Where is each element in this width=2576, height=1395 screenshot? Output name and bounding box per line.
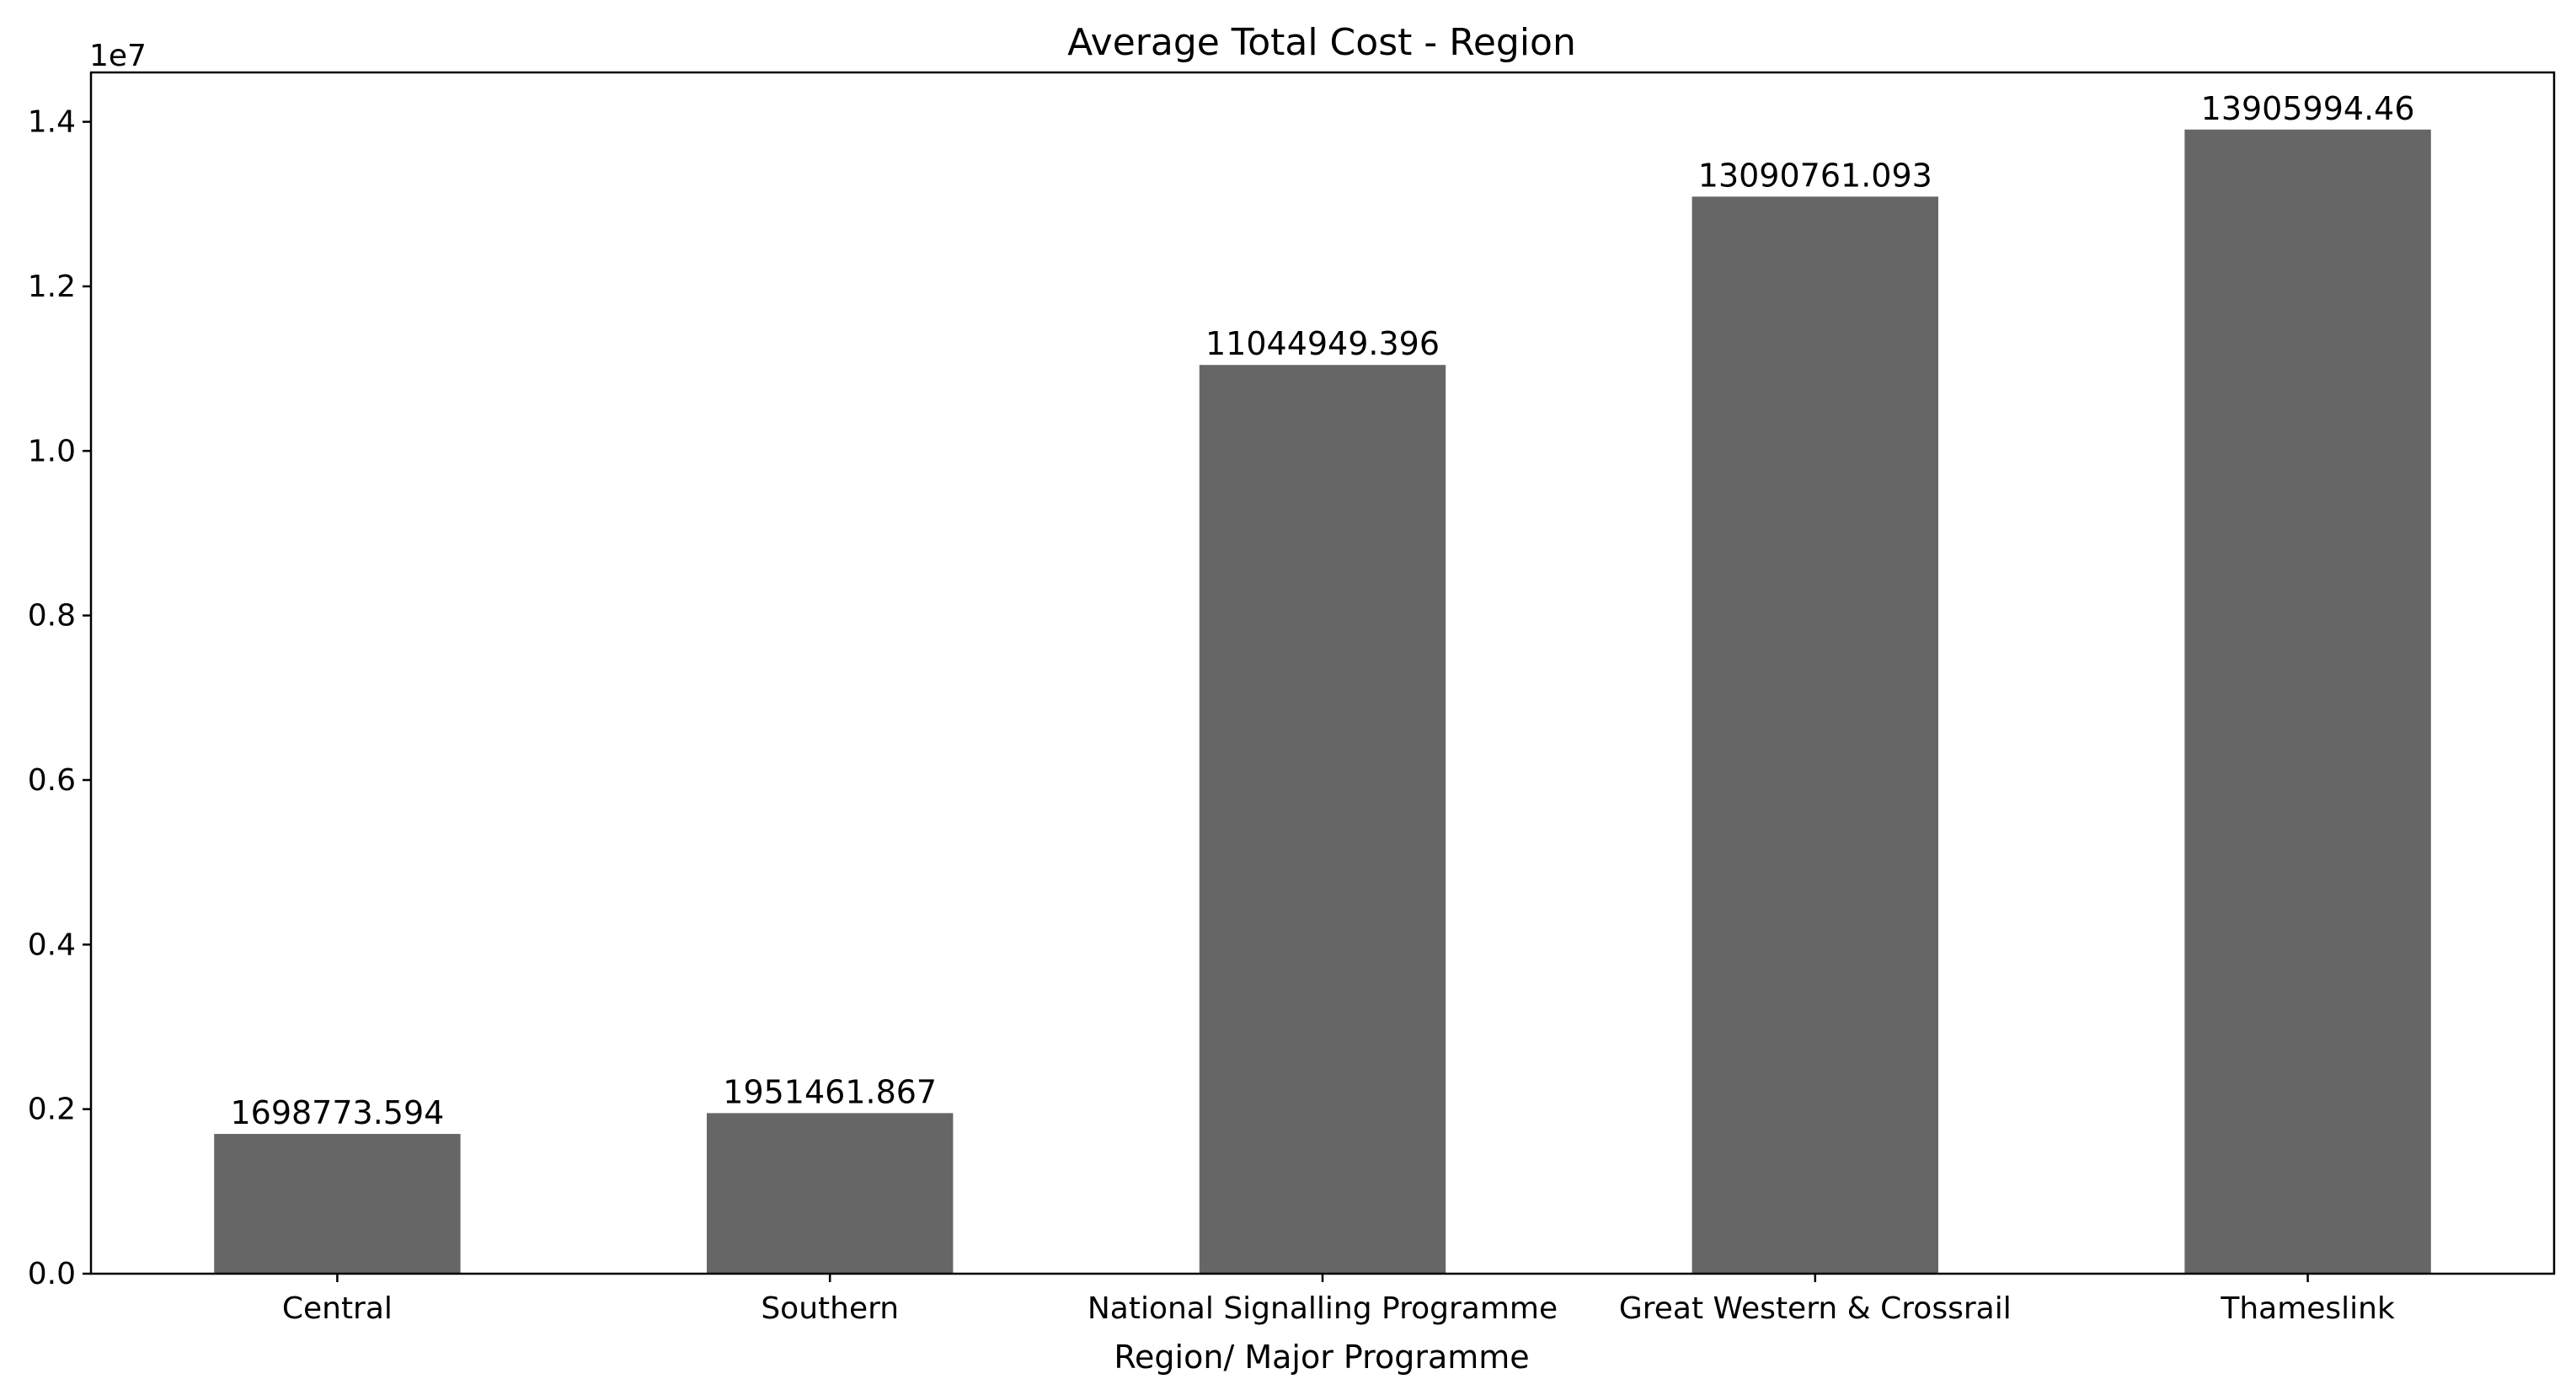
- bar-national-signalling-programme: [1199, 365, 1446, 1274]
- y-tick-label-7: 1.4: [28, 105, 76, 140]
- y-tick-label-1: 0.2: [28, 1093, 76, 1127]
- y-tick-label-5: 1.0: [28, 434, 76, 468]
- y-tick-label-3: 0.6: [28, 763, 76, 798]
- bars-group: [214, 129, 2431, 1275]
- y-axis-offset-label: 1e7: [89, 39, 147, 73]
- bar-value-label-national-signalling-programme: 11044949.396: [1205, 325, 1440, 362]
- y-tick-label-6: 1.2: [28, 270, 76, 304]
- bar-value-label-great-western-crossrail: 13090761.093: [1698, 157, 1932, 194]
- bar-great-western-crossrail: [1692, 196, 1938, 1275]
- x-tick-label-thameslink: Thameslink: [2220, 1291, 2395, 1326]
- bar-southern: [707, 1113, 954, 1274]
- y-tick-label-2: 0.4: [28, 927, 76, 962]
- x-tick-label-national-signalling-programme: National Signalling Programme: [1088, 1291, 1558, 1326]
- y-tick-label-0: 0.0: [28, 1257, 76, 1291]
- bar-value-label-southern: 1951461.867: [723, 1073, 937, 1110]
- bar-thameslink: [2184, 129, 2431, 1274]
- x-axis-title: Region/ Major Programme: [1114, 1339, 1529, 1376]
- x-axis: Central Southern National Signalling Progr…: [282, 1274, 2395, 1326]
- x-tick-label-central: Central: [282, 1291, 393, 1326]
- bar-value-labels: 1698773.594 1951461.867 11044949.396 130907…: [230, 90, 2414, 1131]
- bar-value-label-thameslink: 13905994.46: [2201, 90, 2415, 127]
- bar-value-label-central: 1698773.594: [230, 1094, 444, 1131]
- y-axis: 0.0 0.2 0.4 0.6 0.8 1.0 1.2 1.4: [28, 105, 91, 1291]
- bar-central: [214, 1134, 461, 1274]
- x-tick-label-great-western-crossrail: Great Western & Crossrail: [1619, 1291, 2012, 1326]
- chart-title: Average Total Cost - Region: [1067, 21, 1576, 64]
- y-tick-label-4: 0.8: [28, 599, 76, 633]
- x-tick-label-southern: Southern: [761, 1291, 899, 1326]
